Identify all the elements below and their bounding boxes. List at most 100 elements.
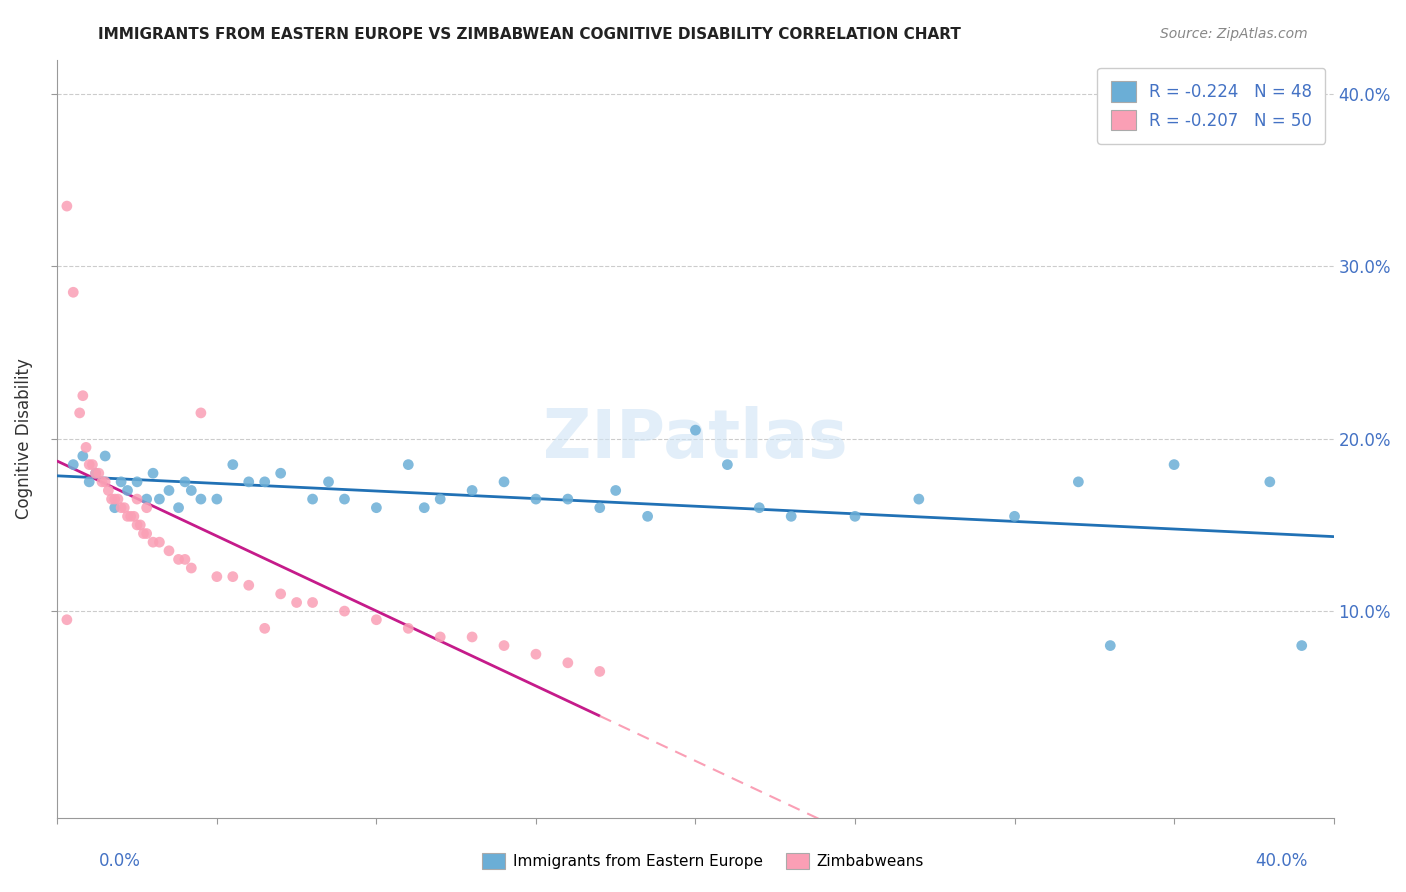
Point bbox=[844, 509, 866, 524]
Point bbox=[1067, 475, 1090, 489]
Point bbox=[222, 569, 245, 583]
Point bbox=[132, 526, 155, 541]
Y-axis label: Cognitive Disability: Cognitive Disability bbox=[15, 359, 32, 519]
Point bbox=[605, 483, 627, 498]
Point bbox=[716, 458, 738, 472]
Point bbox=[117, 483, 139, 498]
Text: IMMIGRANTS FROM EASTERN EUROPE VS ZIMBABWEAN COGNITIVE DISABILITY CORRELATION CH: IMMIGRANTS FROM EASTERN EUROPE VS ZIMBAB… bbox=[98, 27, 962, 42]
Point bbox=[413, 500, 436, 515]
Point bbox=[56, 199, 79, 213]
Point bbox=[301, 595, 323, 609]
Point bbox=[122, 509, 145, 524]
Point bbox=[97, 483, 120, 498]
Point bbox=[589, 500, 612, 515]
Point bbox=[396, 621, 419, 635]
Point bbox=[167, 500, 190, 515]
Point bbox=[112, 500, 135, 515]
Point bbox=[62, 285, 84, 300]
Point bbox=[461, 483, 484, 498]
Point bbox=[180, 483, 202, 498]
Point bbox=[148, 492, 170, 507]
Point bbox=[84, 467, 107, 481]
Point bbox=[91, 475, 114, 489]
Point bbox=[685, 423, 707, 437]
Point bbox=[748, 500, 770, 515]
Point bbox=[366, 500, 388, 515]
Point bbox=[72, 389, 94, 403]
Text: Source: ZipAtlas.com: Source: ZipAtlas.com bbox=[1160, 27, 1308, 41]
Text: 40.0%: 40.0% bbox=[1256, 852, 1308, 870]
Point bbox=[190, 406, 212, 420]
Point bbox=[82, 458, 104, 472]
Point bbox=[135, 526, 157, 541]
Point bbox=[94, 449, 117, 463]
Point bbox=[125, 517, 148, 532]
Point bbox=[135, 500, 157, 515]
Point bbox=[205, 569, 228, 583]
Point bbox=[524, 647, 547, 661]
Point bbox=[205, 492, 228, 507]
Point bbox=[492, 639, 515, 653]
Point bbox=[366, 613, 388, 627]
Point bbox=[62, 458, 84, 472]
Point bbox=[125, 492, 148, 507]
Point bbox=[77, 475, 100, 489]
Point bbox=[285, 595, 308, 609]
Point bbox=[557, 656, 579, 670]
Point bbox=[100, 492, 122, 507]
Point bbox=[253, 475, 276, 489]
Point bbox=[69, 406, 91, 420]
Point bbox=[333, 492, 356, 507]
Legend: R = -0.224   N = 48, R = -0.207   N = 50: R = -0.224 N = 48, R = -0.207 N = 50 bbox=[1097, 68, 1326, 144]
Point bbox=[333, 604, 356, 618]
Point bbox=[780, 509, 803, 524]
Point bbox=[1099, 639, 1122, 653]
Point bbox=[117, 509, 139, 524]
Point bbox=[429, 630, 451, 644]
Point bbox=[589, 665, 612, 679]
Point bbox=[301, 492, 323, 507]
Point bbox=[167, 552, 190, 566]
Point bbox=[125, 475, 148, 489]
Point bbox=[908, 492, 931, 507]
Point bbox=[1163, 458, 1185, 472]
Point bbox=[110, 475, 132, 489]
Point bbox=[270, 467, 292, 481]
Point bbox=[104, 500, 127, 515]
Point bbox=[190, 492, 212, 507]
Point bbox=[557, 492, 579, 507]
Point bbox=[107, 492, 129, 507]
Point bbox=[318, 475, 340, 489]
Point bbox=[1004, 509, 1026, 524]
Point bbox=[637, 509, 659, 524]
Point bbox=[148, 535, 170, 549]
Point bbox=[222, 458, 245, 472]
Point bbox=[87, 467, 110, 481]
Point bbox=[77, 458, 100, 472]
Point bbox=[110, 500, 132, 515]
Point bbox=[270, 587, 292, 601]
Point bbox=[180, 561, 202, 575]
Point bbox=[238, 578, 260, 592]
Point bbox=[94, 475, 117, 489]
Point bbox=[104, 492, 127, 507]
Point bbox=[75, 441, 97, 455]
Point bbox=[238, 475, 260, 489]
Point bbox=[142, 467, 165, 481]
Point bbox=[524, 492, 547, 507]
Point bbox=[253, 621, 276, 635]
Point bbox=[56, 613, 79, 627]
Point bbox=[1258, 475, 1281, 489]
Point bbox=[1291, 639, 1313, 653]
Point bbox=[84, 467, 107, 481]
Point bbox=[157, 483, 180, 498]
Point bbox=[492, 475, 515, 489]
Point bbox=[135, 492, 157, 507]
Point bbox=[174, 552, 197, 566]
Text: ZIPatlas: ZIPatlas bbox=[543, 406, 848, 472]
Point bbox=[120, 509, 142, 524]
Point bbox=[429, 492, 451, 507]
Legend: Immigrants from Eastern Europe, Zimbabweans: Immigrants from Eastern Europe, Zimbabwe… bbox=[477, 847, 929, 875]
Point bbox=[461, 630, 484, 644]
Point bbox=[174, 475, 197, 489]
